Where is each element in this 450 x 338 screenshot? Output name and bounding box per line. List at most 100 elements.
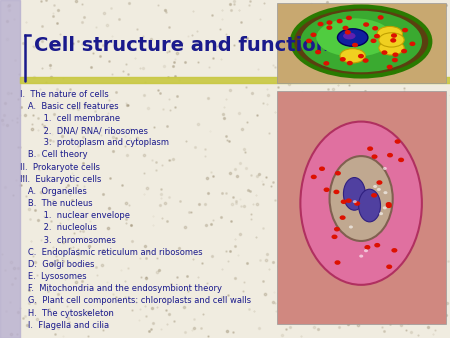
Ellipse shape [379, 41, 404, 55]
Circle shape [353, 200, 357, 203]
Circle shape [310, 175, 317, 179]
Circle shape [306, 39, 312, 43]
Circle shape [386, 202, 392, 207]
Circle shape [349, 225, 353, 228]
Circle shape [398, 158, 404, 162]
Circle shape [319, 167, 325, 171]
Circle shape [373, 185, 377, 188]
Text: I.  Flagella and cilia: I. Flagella and cilia [20, 321, 109, 330]
Circle shape [401, 49, 407, 53]
Circle shape [315, 50, 321, 54]
Circle shape [333, 190, 339, 194]
Circle shape [334, 227, 340, 232]
Text: A.  Basic cell features: A. Basic cell features [20, 102, 119, 111]
Circle shape [410, 42, 415, 46]
Text: Cell structure and function: Cell structure and function [34, 36, 329, 55]
Circle shape [318, 22, 324, 26]
Circle shape [326, 25, 333, 30]
Text: 3.  chromosomes: 3. chromosomes [20, 236, 116, 245]
Ellipse shape [300, 11, 422, 72]
Circle shape [386, 203, 392, 208]
Ellipse shape [316, 18, 392, 57]
Circle shape [324, 188, 330, 192]
Circle shape [332, 235, 338, 239]
Circle shape [383, 206, 387, 209]
Circle shape [387, 65, 393, 69]
Ellipse shape [377, 26, 402, 41]
Circle shape [386, 264, 392, 269]
Text: I.  The nature of cells: I. The nature of cells [20, 90, 109, 99]
Circle shape [367, 146, 373, 151]
Circle shape [383, 167, 387, 170]
Text: H.  The cytoskeleton: H. The cytoskeleton [20, 309, 114, 318]
Circle shape [387, 153, 393, 158]
Bar [277, 91, 446, 324]
Circle shape [392, 52, 398, 57]
Circle shape [363, 22, 369, 27]
Circle shape [402, 28, 408, 32]
Circle shape [371, 193, 377, 198]
Circle shape [372, 154, 378, 159]
Text: C.  Endoplasmic reticulum and ribosomes: C. Endoplasmic reticulum and ribosomes [20, 248, 203, 257]
Text: 3.  protoplasm and cytoplasm: 3. protoplasm and cytoplasm [20, 138, 169, 147]
Circle shape [374, 243, 380, 247]
Circle shape [346, 16, 352, 20]
Circle shape [337, 19, 343, 23]
Circle shape [346, 198, 352, 203]
Circle shape [391, 33, 397, 38]
Text: 1.  cell membrane: 1. cell membrane [20, 114, 121, 123]
Circle shape [342, 26, 349, 30]
Circle shape [354, 201, 360, 206]
Circle shape [378, 15, 384, 20]
Ellipse shape [379, 33, 404, 47]
Circle shape [383, 191, 387, 194]
Circle shape [359, 255, 363, 258]
Ellipse shape [301, 122, 422, 285]
Circle shape [376, 180, 382, 185]
Text: F.  Mitochondria and the endosymbiont theory: F. Mitochondria and the endosymbiont the… [20, 284, 222, 293]
Text: 1.  nuclear envelope: 1. nuclear envelope [20, 211, 130, 220]
Ellipse shape [338, 29, 368, 46]
Circle shape [363, 58, 369, 63]
Circle shape [382, 50, 387, 55]
Text: B.  The nucleus: B. The nucleus [20, 199, 93, 208]
Ellipse shape [292, 6, 430, 76]
Circle shape [340, 57, 346, 62]
Circle shape [358, 54, 364, 58]
Circle shape [335, 171, 341, 175]
Circle shape [334, 260, 341, 265]
Circle shape [392, 248, 397, 252]
Circle shape [352, 43, 358, 47]
Text: B.  Cell theory: B. Cell theory [20, 150, 88, 160]
Text: A.  Organelles: A. Organelles [20, 187, 87, 196]
Circle shape [374, 34, 380, 39]
Circle shape [379, 212, 383, 215]
Circle shape [310, 32, 316, 37]
Bar [0, 0, 20, 338]
Ellipse shape [343, 32, 356, 40]
Circle shape [347, 61, 353, 65]
Bar [277, 3, 446, 83]
Circle shape [364, 245, 370, 249]
Circle shape [340, 215, 346, 220]
Text: 2.  DNA/ RNA/ ribosomes: 2. DNA/ RNA/ ribosomes [20, 126, 148, 135]
Text: D.  Golgi bodies: D. Golgi bodies [20, 260, 95, 269]
Circle shape [370, 39, 377, 43]
Ellipse shape [359, 189, 381, 222]
Circle shape [395, 139, 400, 144]
Circle shape [390, 38, 396, 43]
Text: II.  Prokaryote cells: II. Prokaryote cells [20, 163, 100, 172]
Ellipse shape [329, 156, 393, 241]
Circle shape [345, 30, 351, 34]
Circle shape [392, 58, 398, 62]
Circle shape [341, 199, 347, 204]
Text: E.  Lysosomes: E. Lysosomes [20, 272, 87, 281]
Ellipse shape [340, 49, 365, 63]
Circle shape [377, 188, 381, 191]
Text: III.  Eukaryotic cells: III. Eukaryotic cells [20, 175, 102, 184]
Ellipse shape [343, 177, 365, 210]
Bar [20, 77, 450, 83]
Circle shape [364, 249, 368, 252]
Circle shape [326, 20, 333, 25]
Text: G.  Plant cell components: chloroplasts and cell walls: G. Plant cell components: chloroplasts a… [20, 296, 252, 306]
